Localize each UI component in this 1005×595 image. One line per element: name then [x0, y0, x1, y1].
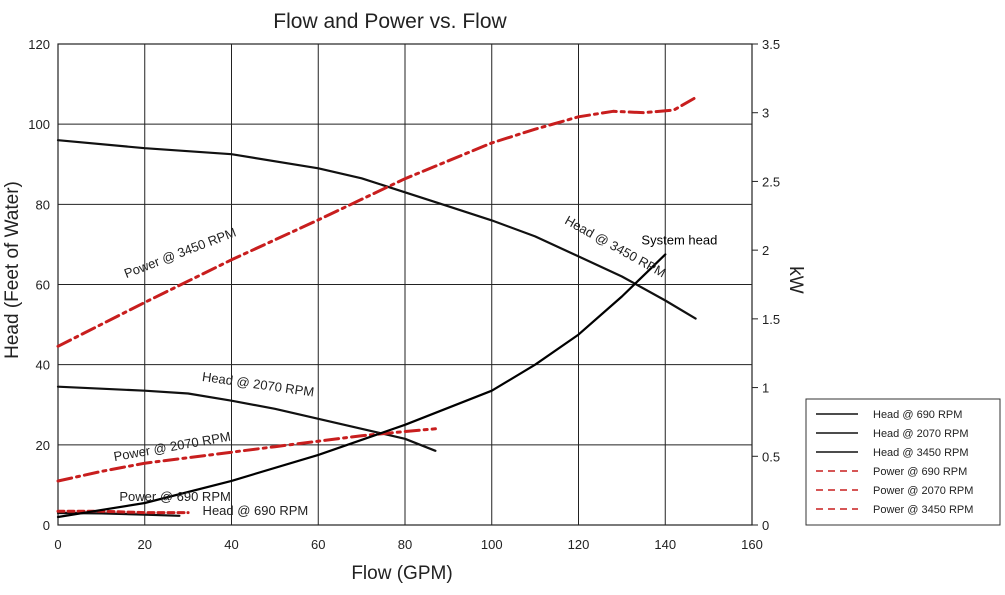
series-line-system-head [56, 253, 667, 519]
legend-item-label: Head @ 690 RPM [873, 409, 962, 421]
x-axis-label: Flow (GPM) [351, 563, 452, 584]
y-right-tick-label: 2 [762, 243, 769, 258]
x-tick-label: 100 [481, 537, 503, 552]
y-left-tick-label: 40 [36, 358, 50, 373]
legend-item-label: Head @ 3450 RPM [873, 447, 969, 459]
curve-label: Head @ 2070 RPM [201, 369, 315, 400]
curve-label: Power @ 3450 RPM [122, 225, 238, 282]
y-left-tick-label: 120 [28, 37, 50, 52]
curve-label: System head [641, 232, 717, 247]
y-axis-left-label: Head (Feet of Water) [2, 181, 23, 359]
curve-label: Head @ 690 RPM [203, 503, 309, 518]
y-right-tick-label: 1.5 [762, 312, 780, 327]
x-tick-label: 160 [741, 537, 763, 552]
x-tick-label: 120 [568, 537, 590, 552]
series-line-power-690-rpm [56, 509, 190, 515]
series-line-power-2070-rpm [56, 427, 437, 483]
legend: Head @ 690 RPM Head @ 2070 RPM Head @ 3450… [805, 398, 1001, 526]
x-tick-label: 60 [311, 537, 325, 552]
y-right-tick-label: 3 [762, 106, 769, 121]
series-layer [56, 96, 698, 519]
legend-item-label: Power @ 690 RPM [873, 466, 967, 478]
curve-label: Power @ 690 RPM [119, 489, 230, 504]
y-right-tick-label: 0 [762, 518, 769, 533]
legend-item-label: Power @ 3450 RPM [873, 504, 973, 516]
legend-box [805, 398, 1001, 526]
y-left-tick-label: 60 [36, 278, 50, 293]
x-tick-label: 80 [398, 537, 412, 552]
y-left-tick-label: 0 [43, 518, 50, 533]
legend-item-label: Power @ 2070 RPM [873, 485, 973, 497]
y-left-tick-label: 20 [36, 438, 50, 453]
tick-labels: 0 20 40 60 80 100 120 140 160 0 20 40 60 80 100 120 0 0.5… [28, 37, 780, 552]
x-tick-label: 40 [224, 537, 238, 552]
y-right-tick-label: 0.5 [762, 449, 780, 464]
y-right-tick-label: 2.5 [762, 174, 780, 189]
series-line-head-2070-rpm [56, 385, 437, 452]
y-right-tick-label: 1 [762, 381, 769, 396]
series-line-head-3450-rpm [56, 139, 697, 320]
series-line-power-3450-rpm [56, 96, 698, 348]
y-left-tick-label: 100 [28, 117, 50, 132]
y-right-tick-label: 3.5 [762, 37, 780, 52]
chart-title: Flow and Power vs. Flow [273, 10, 507, 33]
y-axis-right-label: kW [785, 266, 806, 294]
y-left-tick-label: 80 [36, 197, 50, 212]
x-tick-label: 20 [138, 537, 152, 552]
x-tick-label: 140 [654, 537, 676, 552]
legend-item-label: Head @ 2070 RPM [873, 428, 969, 440]
x-tick-label: 0 [54, 537, 61, 552]
